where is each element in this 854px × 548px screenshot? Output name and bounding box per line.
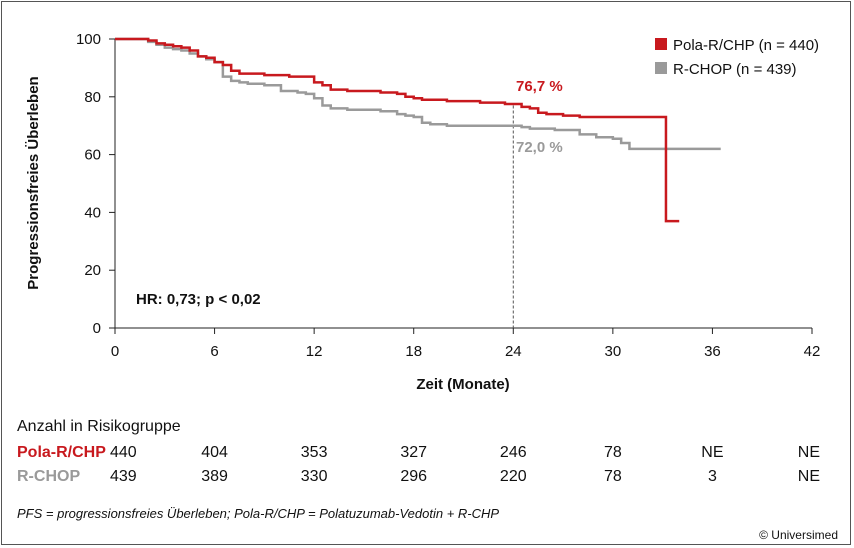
x-tick-label: 30 <box>605 343 622 360</box>
x-tick-label: 0 <box>111 343 119 360</box>
risk-cell: 78 <box>604 444 622 461</box>
hazard-ratio-text: HR: 0,73; p < 0,02 <box>136 291 261 308</box>
copyright: © Universimed <box>759 528 838 542</box>
y-tick-label: 60 <box>84 147 101 164</box>
legend-swatch-pola <box>655 38 667 50</box>
risk-cell: 404 <box>201 444 228 461</box>
pola-annotation-label: 76,7 % <box>516 78 563 95</box>
footnote: PFS = progressionsfreies Überleben; Pola… <box>17 506 499 521</box>
survival-curves <box>115 37 721 223</box>
pola-r-chp-curve <box>115 37 680 223</box>
y-axis-title: Progressionsfreies Überleben <box>25 76 42 289</box>
risk-row-label-rchop: R-CHOP <box>17 468 80 485</box>
risk-cell: 296 <box>400 468 427 485</box>
x-ticks: 0 6 12 18 24 30 36 42 <box>111 328 821 360</box>
x-tick-label: 6 <box>210 343 218 360</box>
risk-row-pola: 440 404 353 327 246 78 NE NE <box>110 444 820 461</box>
legend-label-pola: Pola-R/CHP (n = 440) <box>673 37 819 54</box>
y-tick-label: 40 <box>84 204 101 221</box>
risk-cell: NE <box>798 468 820 485</box>
x-tick-label: 36 <box>704 343 721 360</box>
y-ticks: 0 20 40 60 80 100 <box>76 31 115 337</box>
risk-row-label-pola: Pola-R/CHP <box>17 444 106 461</box>
risk-cell: 440 <box>110 444 137 461</box>
x-tick-label: 12 <box>306 343 323 360</box>
risk-cell: 330 <box>301 468 328 485</box>
risk-cell: NE <box>701 444 723 461</box>
risk-cell: 353 <box>301 444 328 461</box>
risk-cell: 78 <box>604 468 622 485</box>
legend: Pola-R/CHP (n = 440) R-CHOP (n = 439) <box>655 37 819 78</box>
y-tick-label: 100 <box>76 31 101 48</box>
x-tick-label: 42 <box>804 343 821 360</box>
risk-row-rchop: 439 389 330 296 220 78 3 NE <box>110 468 820 485</box>
rchop-annotation-label: 72,0 % <box>516 139 563 156</box>
risk-cell: NE <box>798 444 820 461</box>
risk-cell: 439 <box>110 468 137 485</box>
risk-cell: 3 <box>708 468 717 485</box>
x-tick-label: 18 <box>405 343 422 360</box>
risk-cell: 389 <box>201 468 228 485</box>
r-chop-curve <box>115 37 721 151</box>
risk-cell: 327 <box>400 444 427 461</box>
risk-cell: 246 <box>500 444 527 461</box>
risk-cell: 220 <box>500 468 527 485</box>
x-tick-label: 24 <box>505 343 522 360</box>
x-axis-title: Zeit (Monate) <box>416 376 509 393</box>
y-tick-label: 0 <box>93 320 101 337</box>
legend-swatch-rchop <box>655 62 667 74</box>
y-tick-label: 80 <box>84 89 101 106</box>
y-tick-label: 20 <box>84 262 101 279</box>
risk-table-title: Anzahl in Risikogruppe <box>17 418 181 435</box>
legend-label-rchop: R-CHOP (n = 439) <box>673 61 797 78</box>
